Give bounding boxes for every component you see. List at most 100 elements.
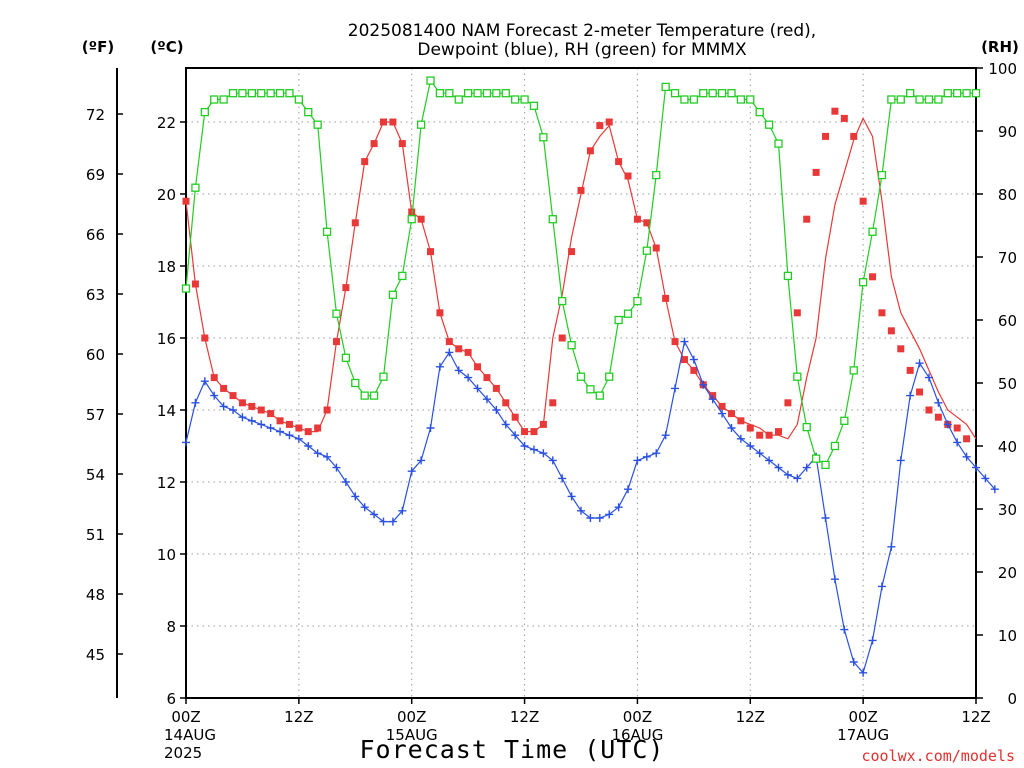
temperature-point xyxy=(521,428,529,436)
dewpoint-point xyxy=(567,492,576,501)
temperature-point xyxy=(238,399,246,407)
temperature-point xyxy=(643,219,651,227)
temperature-point xyxy=(624,172,632,180)
rh-point xyxy=(915,95,924,104)
temperature-point xyxy=(793,309,801,317)
temperature-point xyxy=(427,248,435,256)
fahrenheit-tick-label: 54 xyxy=(86,466,105,484)
temperature-point xyxy=(191,280,199,288)
temperature-point xyxy=(963,435,971,443)
dewpoint-point xyxy=(765,456,774,465)
dewpoint-point xyxy=(323,452,332,461)
temperature-point xyxy=(831,107,839,115)
x-tick-label: 12Z xyxy=(510,708,539,726)
dewpoint-point xyxy=(849,658,858,666)
rh-point xyxy=(774,139,783,148)
celsius-tick-label: 20 xyxy=(157,186,176,204)
rh-tick-label: 90 xyxy=(998,123,1017,141)
temperature-point xyxy=(680,356,688,364)
dewpoint-point xyxy=(868,636,877,645)
rh-point xyxy=(971,89,981,98)
rh-point xyxy=(670,89,680,98)
rh-point xyxy=(934,95,943,104)
rh-point xyxy=(727,89,736,98)
dewpoint-point xyxy=(830,575,839,584)
celsius-tick-label: 10 xyxy=(157,546,176,564)
dewpoint-point xyxy=(802,463,811,472)
temperature-point xyxy=(323,406,331,414)
dewpoint-point xyxy=(699,380,708,389)
rh-point xyxy=(379,372,388,381)
x-tick-label: 2025 xyxy=(164,744,202,762)
rh-point xyxy=(181,284,191,293)
rh-point xyxy=(849,366,858,375)
temperature-point xyxy=(596,122,604,130)
rh-tick-label: 40 xyxy=(998,438,1017,456)
dewpoint-point xyxy=(661,431,670,440)
celsius-tick-label: 18 xyxy=(157,258,176,276)
rh-tick-label: 70 xyxy=(998,249,1017,267)
x-tick-label: 14AUG xyxy=(164,726,216,744)
rh-point xyxy=(764,120,774,129)
temperature-point xyxy=(389,118,397,126)
dewpoint-point xyxy=(793,474,802,483)
temperature-point xyxy=(605,118,613,126)
dewpoint-point xyxy=(520,442,529,450)
rh-point xyxy=(943,89,952,98)
rh-point xyxy=(821,460,830,470)
rh-point xyxy=(266,89,275,98)
temperature-point xyxy=(718,402,726,410)
temperature-point xyxy=(934,413,942,421)
rh-point xyxy=(275,89,285,98)
rh-point xyxy=(247,89,256,98)
celsius-axis-label: (ºC) xyxy=(150,38,183,56)
temperature-point xyxy=(887,327,895,335)
rh-point xyxy=(708,89,717,98)
temperature-point xyxy=(784,399,792,407)
dewpoint-point xyxy=(943,420,952,429)
temperature-point xyxy=(380,118,387,126)
temperature-point xyxy=(775,428,782,436)
rh-point xyxy=(868,227,877,236)
rh-point xyxy=(830,441,840,451)
temperature-point xyxy=(925,406,933,414)
dewpoint-point xyxy=(464,373,473,382)
dewpoint-point xyxy=(426,424,435,432)
temperature-point xyxy=(398,140,406,148)
celsius-tick-label: 14 xyxy=(157,402,176,420)
temperature-point xyxy=(408,208,416,216)
rh-point xyxy=(539,133,548,142)
dewpoint-point xyxy=(511,431,520,440)
rh-point xyxy=(388,290,398,299)
grid xyxy=(186,68,976,698)
rh-point xyxy=(511,95,520,104)
rh-point xyxy=(313,120,322,129)
rh-point xyxy=(576,372,586,381)
dewpoint-point xyxy=(341,478,350,486)
dewpoint-point xyxy=(887,542,896,551)
celsius-tick-label: 22 xyxy=(157,114,176,132)
rh-point xyxy=(529,101,539,110)
temperature-point xyxy=(201,334,209,342)
x-tick-label: 00Z xyxy=(171,708,200,726)
rh-point xyxy=(811,454,821,463)
temperature-point xyxy=(474,363,482,371)
temperature-point xyxy=(652,244,660,252)
chart-title-line-2: Dewpoint (blue), RH (green) for MMMX xyxy=(417,40,747,60)
temperature-point xyxy=(727,410,735,418)
celsius-tick-label: 12 xyxy=(157,474,176,492)
dewpoint-point xyxy=(351,492,360,501)
dewpoint-point xyxy=(774,463,783,472)
temperature-point xyxy=(417,215,425,223)
temperature-point xyxy=(436,309,444,317)
rh-point xyxy=(435,89,445,98)
rh-point xyxy=(689,95,699,104)
temperature-point xyxy=(859,197,867,205)
temperature-point xyxy=(822,132,830,140)
rh-point xyxy=(652,170,661,180)
dewpoint-point xyxy=(605,510,614,519)
temperature-point xyxy=(285,420,293,428)
temperature-point xyxy=(267,410,275,418)
x-tick-label: 00Z xyxy=(397,708,426,726)
